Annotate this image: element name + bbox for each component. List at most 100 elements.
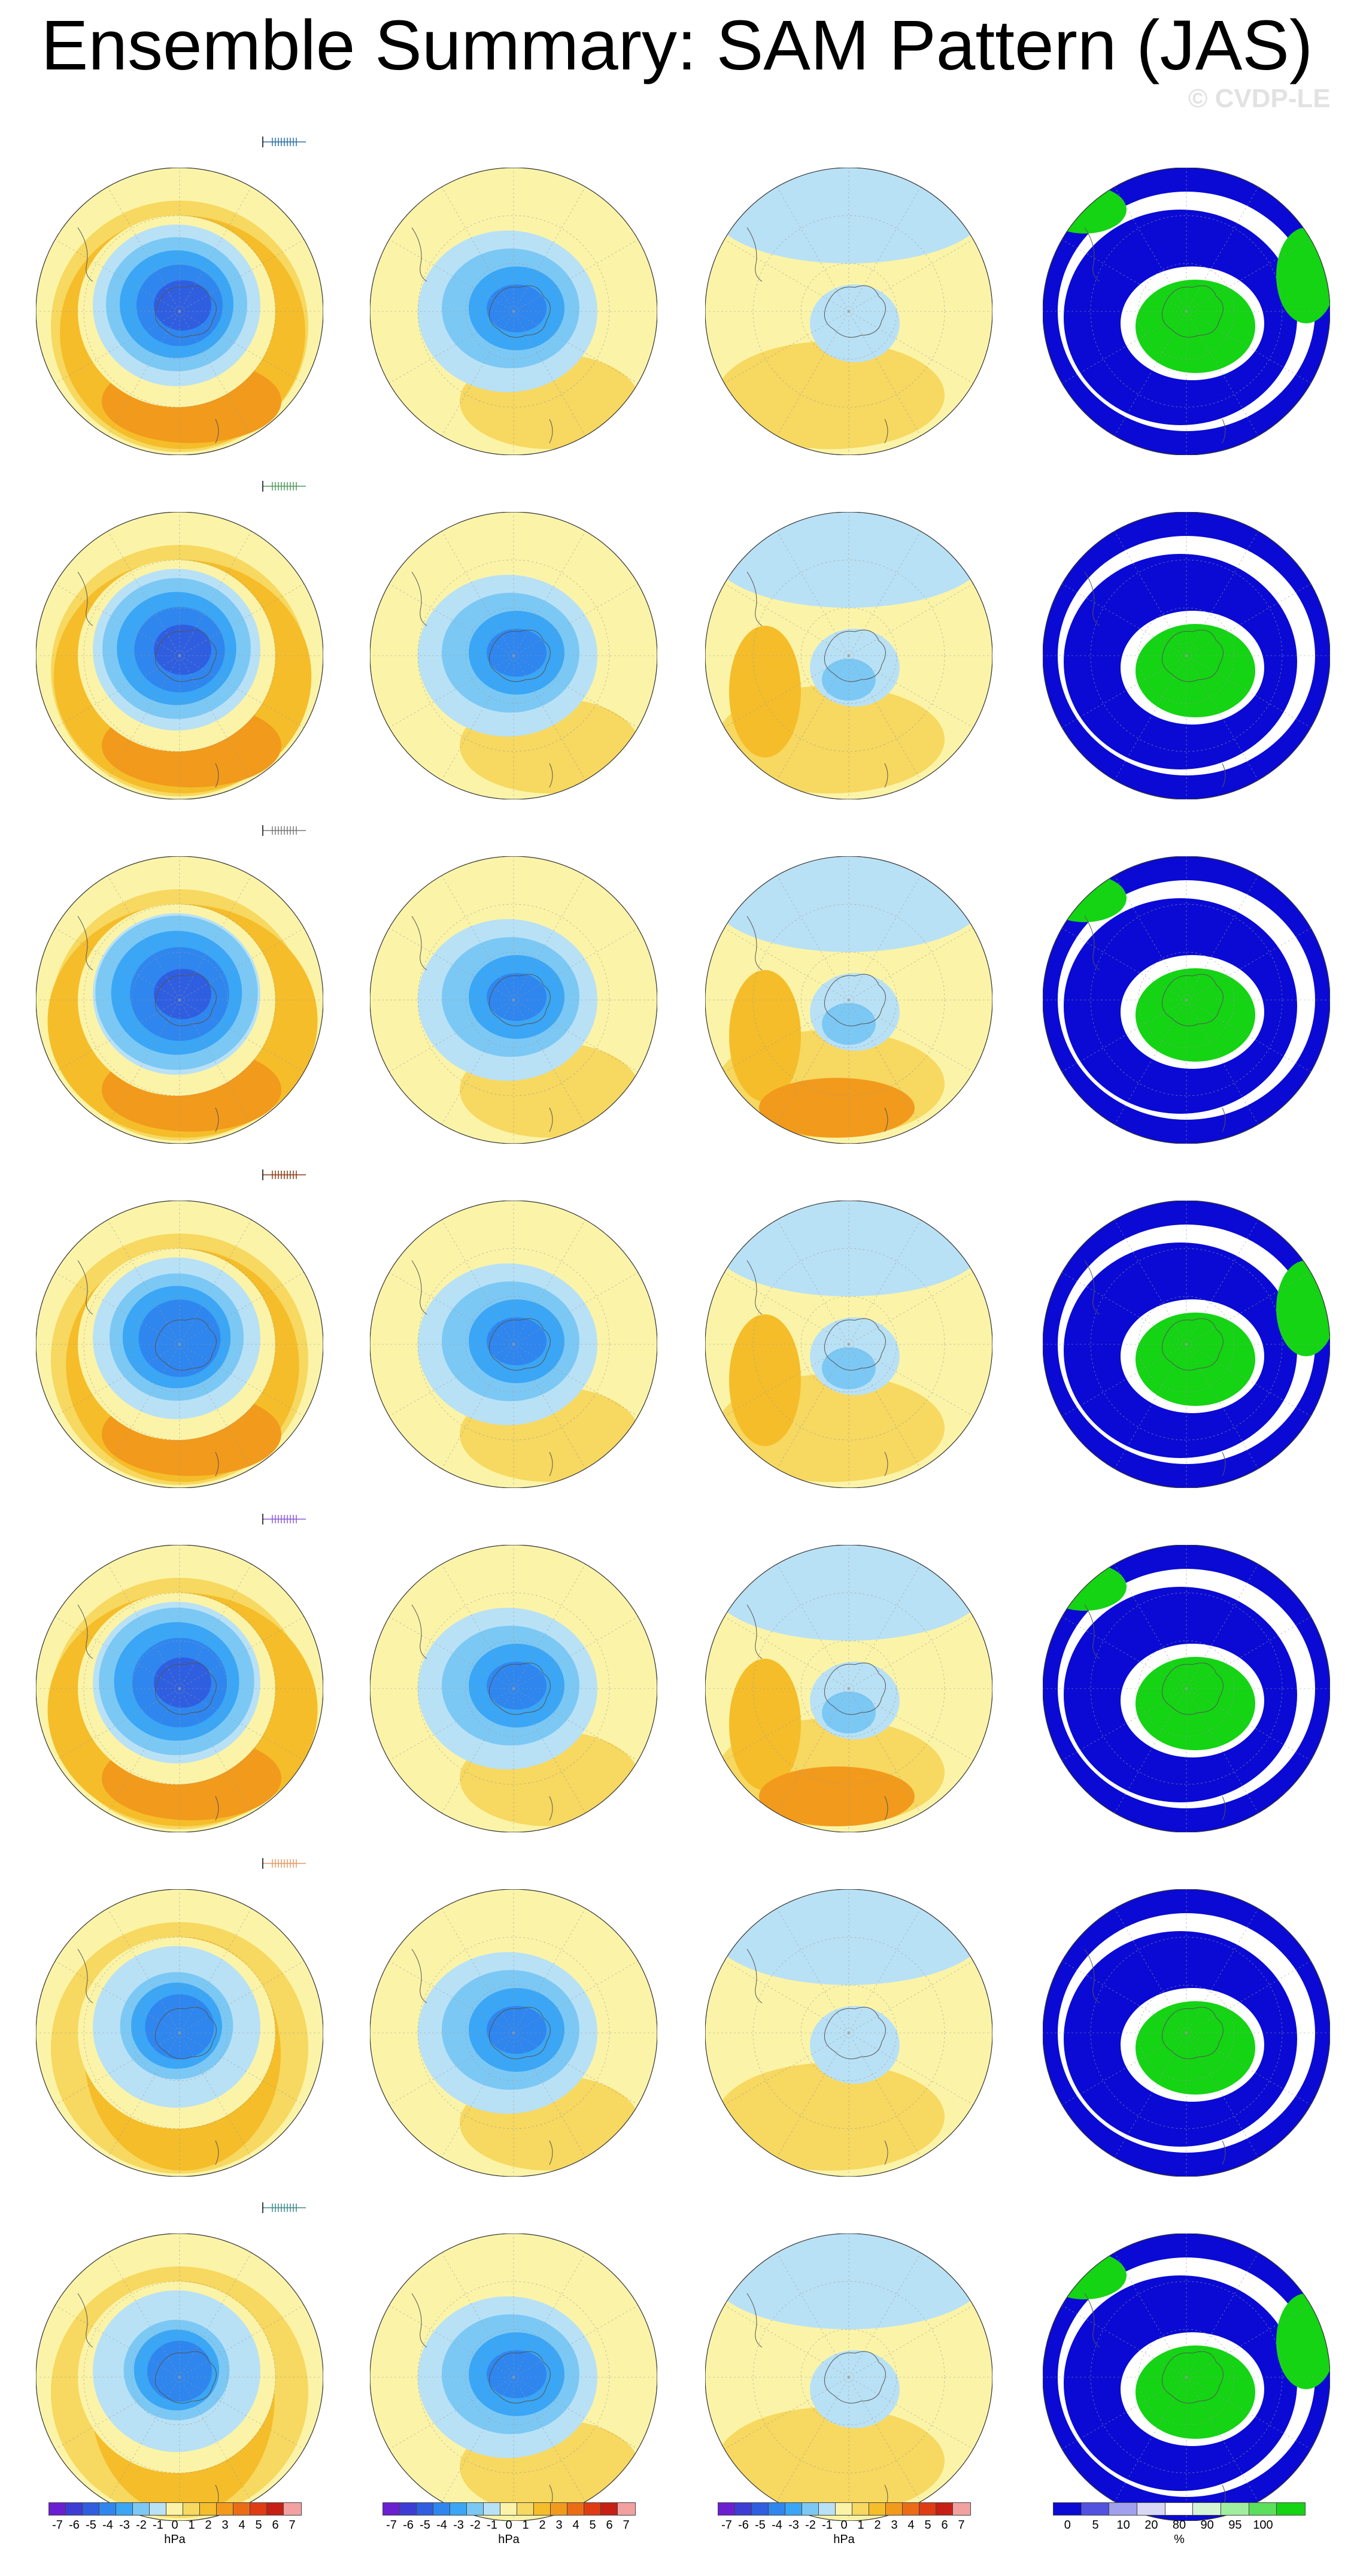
positive-difference xyxy=(729,1314,801,1446)
new-zealand-coastline xyxy=(215,419,219,444)
colorbar-swatch xyxy=(1276,2502,1306,2516)
south-america-coastline xyxy=(1084,1260,1100,1315)
colorbar-tick-label: 1 xyxy=(522,2519,529,2532)
colorbar-swatch xyxy=(416,2502,435,2516)
colorbar-tick-label: -5 xyxy=(420,2519,430,2532)
model-sam-map xyxy=(36,1889,323,2177)
south-america-coastline xyxy=(746,916,763,971)
negative-anomaly-core xyxy=(487,2350,547,2398)
new-zealand-coastline xyxy=(549,1796,553,1821)
colorbar-tick-label: 4 xyxy=(907,2519,915,2532)
difference-map xyxy=(705,856,992,1144)
colorbar-tick-label: 3 xyxy=(891,2519,898,2532)
colorbar-tick-label: -5 xyxy=(755,2519,766,2532)
colorbar-tick-label: 0 xyxy=(505,2519,512,2532)
rank-map xyxy=(1043,512,1330,799)
colorbar-tick-label: -4 xyxy=(436,2519,447,2532)
new-zealand-coastline xyxy=(1222,419,1226,444)
antarctica-coastline xyxy=(824,285,886,338)
south-america-coastline xyxy=(746,1604,763,1659)
model-panel xyxy=(12,2186,347,2527)
colorbar-tick-label: -2 xyxy=(805,2519,816,2532)
colorbar-swatch xyxy=(1164,2502,1194,2516)
rank-high-region xyxy=(1136,2001,1255,2095)
colorbar-swatch xyxy=(734,2502,753,2516)
colorbar-swatch xyxy=(785,2502,803,2516)
observed-sam-map xyxy=(370,1545,657,1832)
colorbar-swatch xyxy=(885,2502,904,2516)
negative-anomaly-core xyxy=(487,629,547,677)
colorbar-swatch xyxy=(483,2502,502,2516)
colorbar-tick-label: 10 xyxy=(1116,2519,1130,2532)
south-america-coastline xyxy=(77,1948,93,2004)
rank-panel xyxy=(1019,1841,1354,2183)
new-zealand-coastline xyxy=(1222,2140,1226,2165)
colorbar-tick-label: 1 xyxy=(857,2519,864,2532)
south-america-coastline xyxy=(411,571,427,626)
antarctica-coastline xyxy=(154,629,217,682)
colorbar-swatch xyxy=(751,2502,770,2516)
south-america-coastline xyxy=(1084,916,1100,971)
colorbar-tick-label: -7 xyxy=(52,2519,63,2532)
colorbar-tick-label: -2 xyxy=(470,2519,481,2532)
south-america-coastline xyxy=(1084,571,1100,626)
south-america-coastline xyxy=(1084,1604,1100,1659)
new-zealand-coastline xyxy=(549,2140,553,2165)
antarctica-coastline xyxy=(488,1318,551,1371)
colorbar-swatch xyxy=(517,2502,535,2516)
new-zealand-coastline xyxy=(215,763,219,788)
model-panel xyxy=(12,120,347,461)
rank-high-region xyxy=(1136,1657,1255,1750)
south-america-coastline xyxy=(411,916,427,971)
colorbar-tick-label: -7 xyxy=(721,2519,732,2532)
colorbar-tick-label: 1 xyxy=(188,2519,195,2532)
colorbar-swatch xyxy=(1248,2502,1278,2516)
difference-panel xyxy=(681,1497,1016,1838)
negative-anomaly-core xyxy=(487,973,547,1021)
model-sam-map xyxy=(36,1545,323,1832)
ensemble-spread-glyph xyxy=(262,137,306,147)
ensemble-spread-glyph xyxy=(262,1514,306,1525)
colorbar-swatch xyxy=(952,2502,971,2516)
colorbar-tick-label: 90 xyxy=(1200,2519,1214,2532)
south-america-coastline xyxy=(77,1604,93,1659)
negative-difference xyxy=(810,2006,900,2084)
south-america-coastline xyxy=(746,1948,763,2004)
colorbar-swatch xyxy=(450,2502,468,2516)
colorbar-swatch xyxy=(466,2502,485,2516)
colorbar-tick-label: 6 xyxy=(272,2519,279,2532)
new-zealand-coastline xyxy=(215,1451,219,1477)
antarctica-coastline xyxy=(488,285,551,338)
antarctica-coastline xyxy=(1161,285,1224,338)
page-title: Ensemble Summary: SAM Pattern (JAS) xyxy=(41,6,1313,85)
south-america-coastline xyxy=(746,227,763,282)
model-sam-map xyxy=(36,2233,323,2521)
new-zealand-coastline xyxy=(549,419,553,444)
south-america-coastline xyxy=(1084,1948,1100,2004)
negative-difference xyxy=(822,1347,876,1389)
ensemble-spread-glyph xyxy=(262,481,306,492)
colorbar-tick-label: 3 xyxy=(221,2519,229,2532)
colorbar-swatch xyxy=(768,2502,787,2516)
new-zealand-coastline xyxy=(1222,1796,1226,1821)
antarctica-coastline xyxy=(824,1662,886,1715)
colorbar-swatch xyxy=(132,2502,151,2516)
colorbar-tick-label: -4 xyxy=(772,2519,782,2532)
colorbar-tick-label: 2 xyxy=(874,2519,881,2532)
observed-sam-map xyxy=(370,168,657,455)
colorbar-tick-label: 6 xyxy=(941,2519,948,2532)
positive-difference xyxy=(717,2063,945,2171)
colorbar-tick-label: 3 xyxy=(555,2519,563,2532)
new-zealand-coastline xyxy=(215,1796,219,1821)
new-zealand-coastline xyxy=(549,1451,553,1477)
colorbar-swatch xyxy=(567,2502,585,2516)
rank-map xyxy=(1043,856,1330,1144)
colorbar-swatch xyxy=(65,2502,84,2516)
south-america-coastline xyxy=(411,1260,427,1315)
new-zealand-coastline xyxy=(884,419,888,444)
antarctica-coastline xyxy=(1161,974,1224,1026)
colorbar-tick-label: -3 xyxy=(788,2519,799,2532)
rank-panel xyxy=(1019,1497,1354,1838)
colorbar-swatch xyxy=(166,2502,184,2516)
colorbar-swatch xyxy=(382,2502,401,2516)
